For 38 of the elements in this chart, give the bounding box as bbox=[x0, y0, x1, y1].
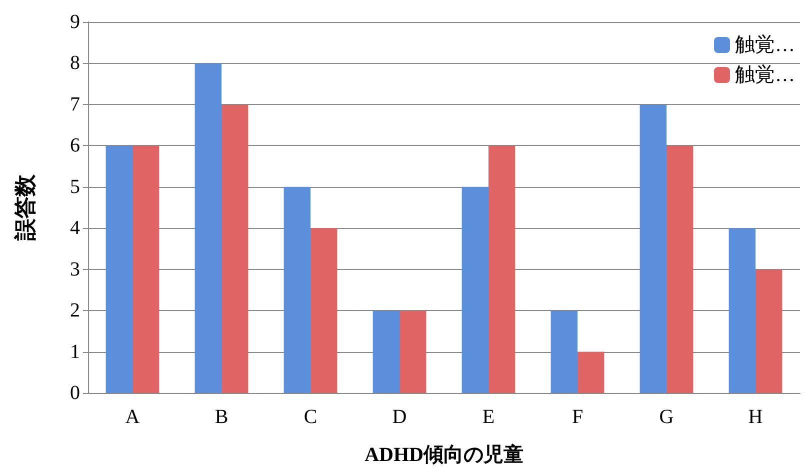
bar bbox=[756, 269, 782, 393]
bar bbox=[372, 310, 400, 393]
x-tick-label: F bbox=[572, 406, 584, 428]
y-tick-label: 2 bbox=[70, 300, 80, 322]
x-tick-label: A bbox=[125, 406, 140, 428]
y-tick-label: 6 bbox=[70, 134, 80, 157]
y-tick-label: 8 bbox=[70, 52, 80, 74]
bar bbox=[400, 310, 426, 393]
x-tick-label: G bbox=[659, 406, 674, 428]
x-tick-label: B bbox=[214, 406, 228, 428]
x-tick-label: C bbox=[304, 406, 318, 428]
bar bbox=[666, 146, 694, 393]
bar bbox=[106, 146, 132, 393]
x-axis-title: ADHD傾向の児童 bbox=[364, 443, 524, 466]
bar bbox=[132, 146, 160, 393]
bar bbox=[222, 104, 248, 393]
legend-label: 触覚… bbox=[735, 34, 795, 56]
x-tick-label: E bbox=[482, 406, 495, 428]
bar bbox=[578, 352, 604, 393]
y-tick-label: 4 bbox=[70, 217, 80, 240]
y-tick-label: 1 bbox=[70, 340, 80, 363]
bar bbox=[488, 146, 516, 393]
y-axis-title: 誤答数 bbox=[12, 174, 38, 242]
x-tick-label: H bbox=[748, 406, 763, 428]
y-tick-label: 0 bbox=[70, 382, 80, 404]
bar bbox=[310, 228, 338, 393]
bar bbox=[728, 228, 756, 393]
y-tick-label: 9 bbox=[70, 11, 80, 33]
x-tick-label: D bbox=[392, 406, 407, 428]
bar bbox=[462, 186, 488, 393]
bar bbox=[194, 63, 222, 393]
bar bbox=[284, 186, 310, 393]
legend-label: 触覚… bbox=[735, 64, 795, 86]
bar bbox=[640, 104, 666, 393]
y-tick-label: 5 bbox=[70, 176, 80, 198]
y-tick-label: 7 bbox=[70, 93, 80, 116]
bar bbox=[550, 310, 578, 393]
y-tick-label: 3 bbox=[70, 258, 80, 280]
